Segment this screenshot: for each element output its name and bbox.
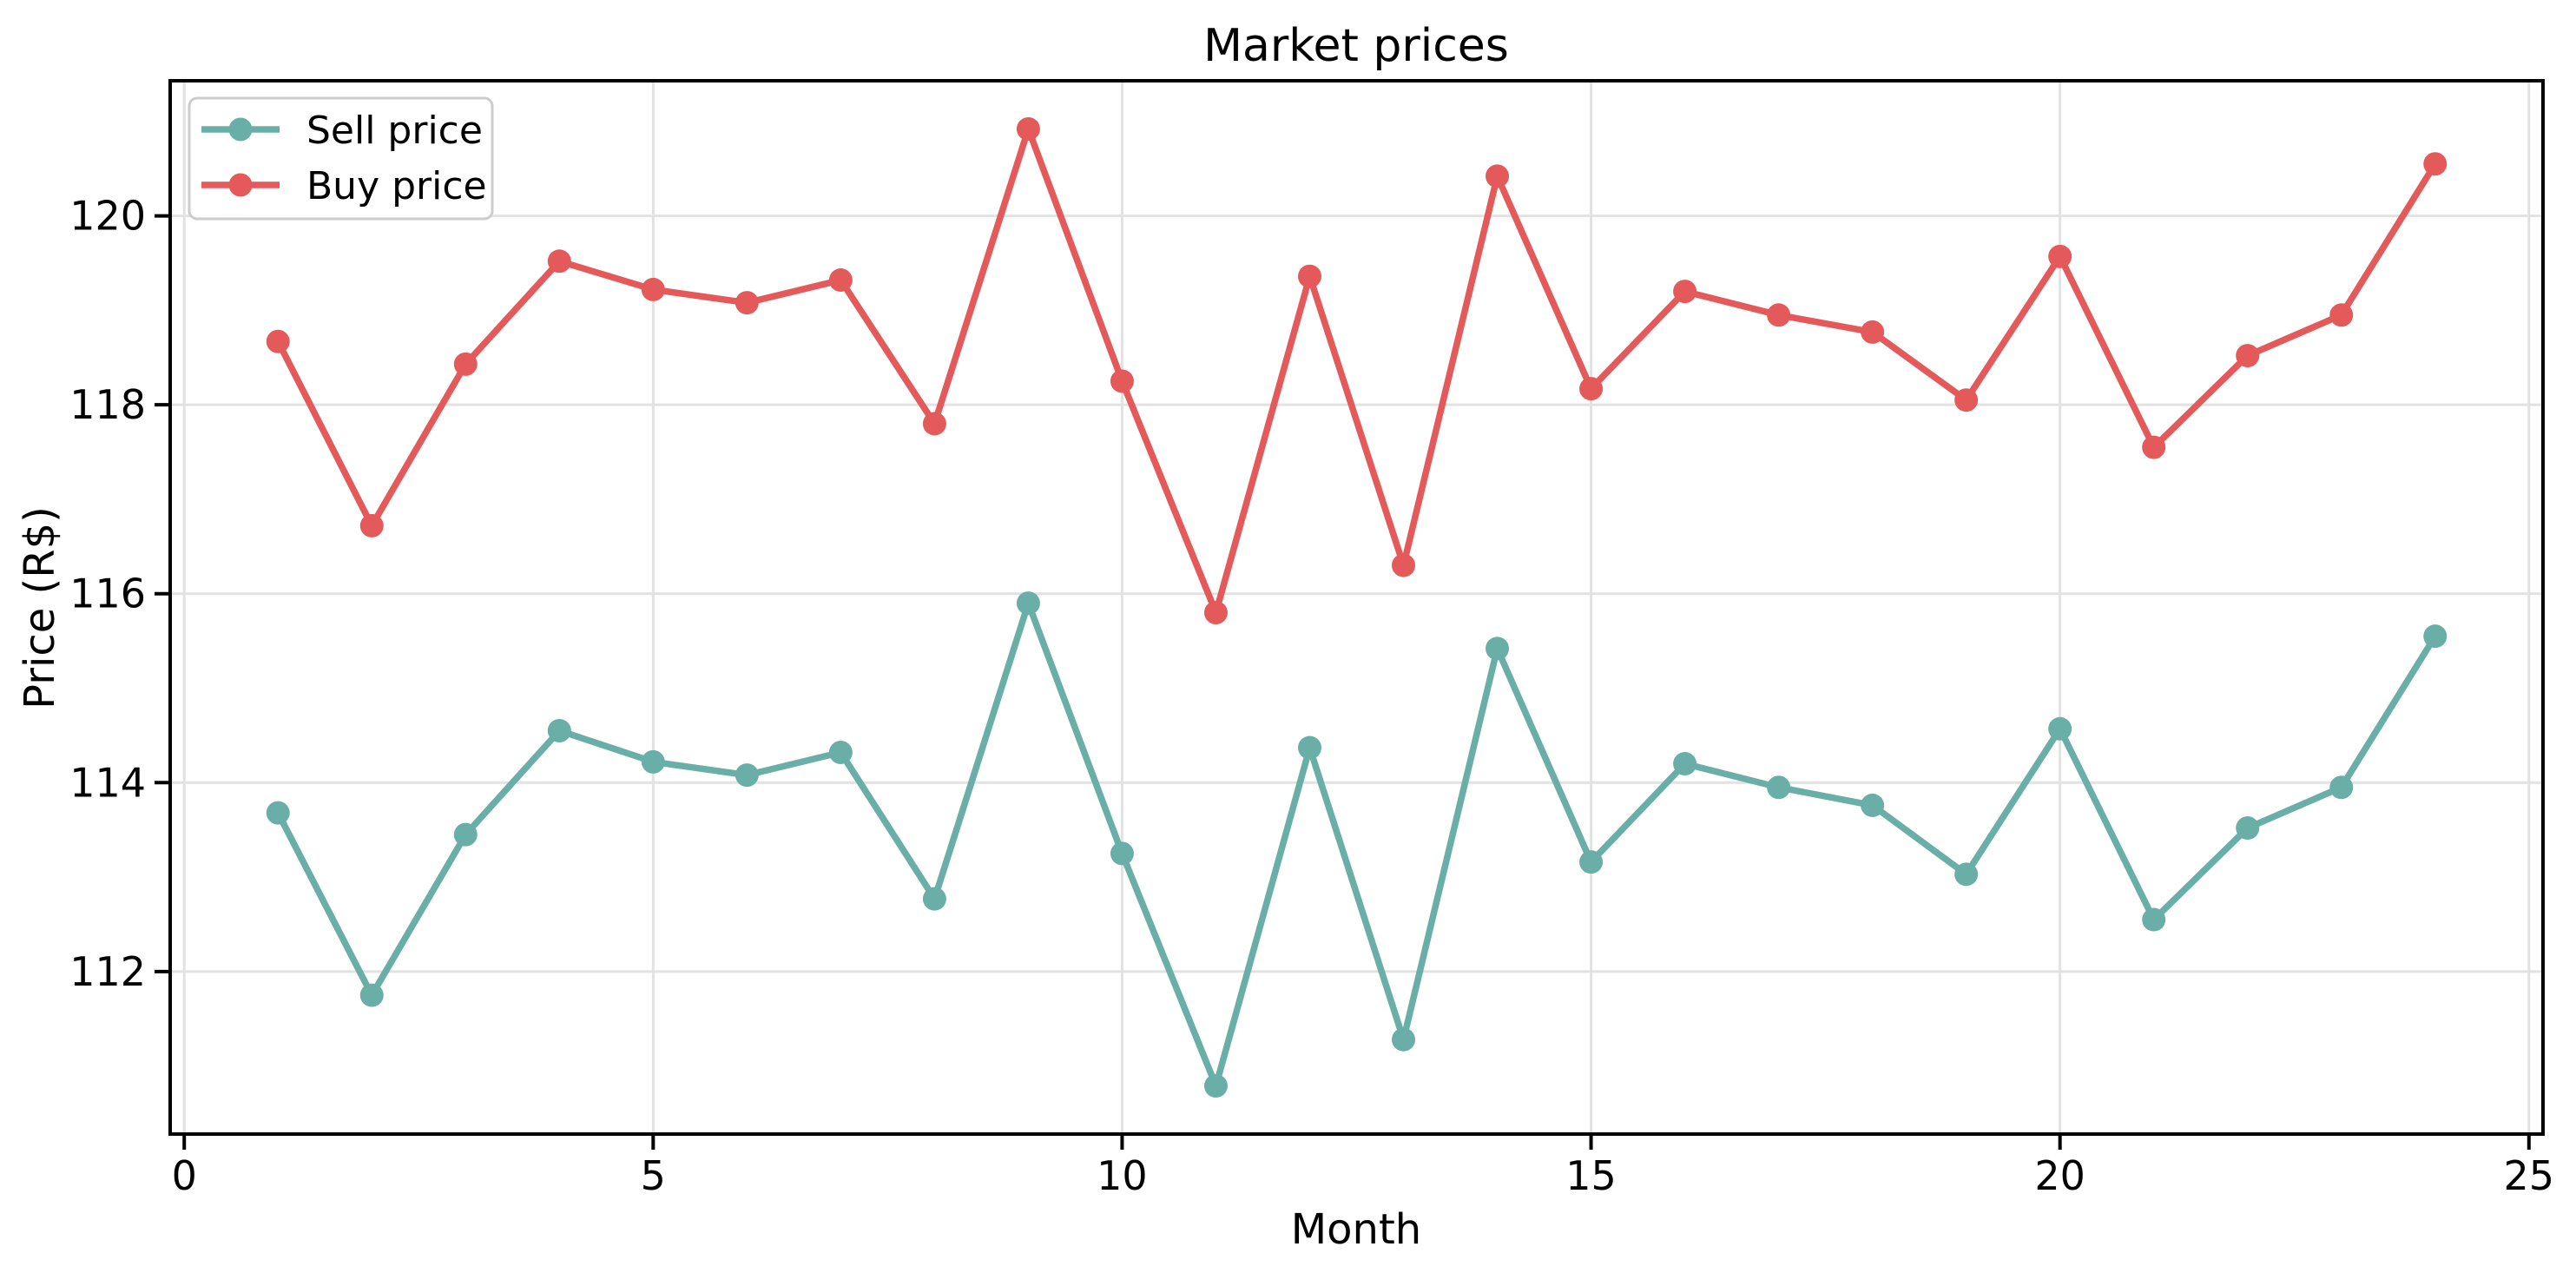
plot-border	[168, 79, 2545, 1136]
data-point-marker	[1016, 116, 1040, 141]
data-point-marker	[453, 352, 478, 376]
data-point-marker	[1392, 553, 1416, 577]
data-point-marker	[735, 291, 759, 315]
data-point-marker	[1767, 303, 1791, 327]
x-axis-label: Month	[1291, 1205, 1421, 1254]
data-point-marker	[735, 763, 759, 788]
data-point-marker	[1486, 164, 1510, 188]
y-tick-label: 116	[69, 571, 146, 617]
series-layer	[266, 116, 2448, 1098]
ticks-layer: 0 5 10 15 20 25 112 114 116 118 120	[69, 193, 2554, 1199]
data-point-marker	[266, 801, 290, 825]
legend-entry-buy: Buy price	[201, 164, 487, 208]
data-point-marker	[453, 822, 478, 847]
data-point-marker	[359, 513, 384, 538]
legend-label-sell: Sell price	[306, 109, 483, 153]
x-tick-label: 5	[641, 1152, 666, 1199]
data-point-marker	[1579, 850, 1604, 874]
data-point-marker	[266, 329, 290, 353]
data-point-marker	[359, 983, 384, 1007]
y-tick-label: 112	[69, 948, 146, 995]
data-point-marker	[1954, 862, 1979, 887]
data-point-marker	[1297, 735, 1321, 760]
data-point-marker	[1110, 841, 1134, 866]
data-point-marker	[2423, 624, 2448, 649]
x-tick-label: 10	[1097, 1152, 1148, 1199]
data-point-marker	[2236, 344, 2260, 368]
legend-label-buy: Buy price	[306, 164, 487, 208]
data-point-marker	[1392, 1027, 1416, 1052]
legend: Sell price Buy price	[188, 96, 494, 221]
legend-entry-sell: Sell price	[201, 109, 483, 153]
grid-layer	[170, 81, 2543, 1134]
y-tick-label: 114	[69, 759, 146, 806]
x-tick-label: 15	[1565, 1152, 1617, 1199]
legend-marker-icon	[228, 117, 253, 142]
data-point-marker	[2142, 435, 2166, 459]
chart-title: Market prices	[1203, 20, 1509, 72]
data-point-marker	[2329, 775, 2354, 800]
data-point-marker	[2236, 816, 2260, 841]
data-point-marker	[641, 749, 665, 774]
x-tick-label: 25	[2504, 1152, 2555, 1199]
y-tick-label: 120	[69, 193, 146, 240]
data-point-marker	[2048, 244, 2072, 268]
data-point-marker	[1954, 388, 1979, 412]
data-point-marker	[1861, 320, 1885, 344]
data-point-marker	[922, 412, 946, 436]
x-tick-label: 20	[2034, 1152, 2085, 1199]
data-point-marker	[1203, 600, 1228, 624]
series-line-1	[274, 125, 2439, 617]
data-point-marker	[1767, 775, 1791, 800]
legend-marker-icon	[228, 173, 253, 197]
data-point-marker	[828, 268, 853, 293]
data-point-marker	[2423, 152, 2448, 176]
data-point-marker	[828, 740, 853, 764]
x-tick-label: 0	[172, 1152, 197, 1199]
data-point-marker	[922, 887, 946, 911]
series-line-0	[274, 599, 2439, 1090]
data-point-marker	[1203, 1074, 1228, 1098]
data-point-marker	[1673, 280, 1697, 304]
data-point-marker	[547, 718, 571, 742]
data-point-marker	[1016, 591, 1040, 616]
y-tick-label: 118	[69, 381, 146, 428]
data-point-marker	[1110, 369, 1134, 393]
data-point-marker	[2048, 716, 2072, 741]
data-point-marker	[2142, 907, 2166, 932]
data-point-marker	[2329, 303, 2354, 327]
data-point-marker	[1579, 377, 1604, 401]
data-point-marker	[641, 277, 665, 301]
data-point-marker	[1297, 264, 1321, 288]
data-point-marker	[1673, 752, 1697, 776]
data-point-marker	[1486, 636, 1510, 661]
y-axis-label: Price (R$)	[16, 506, 64, 709]
data-point-marker	[547, 249, 571, 274]
data-point-marker	[1861, 793, 1885, 817]
